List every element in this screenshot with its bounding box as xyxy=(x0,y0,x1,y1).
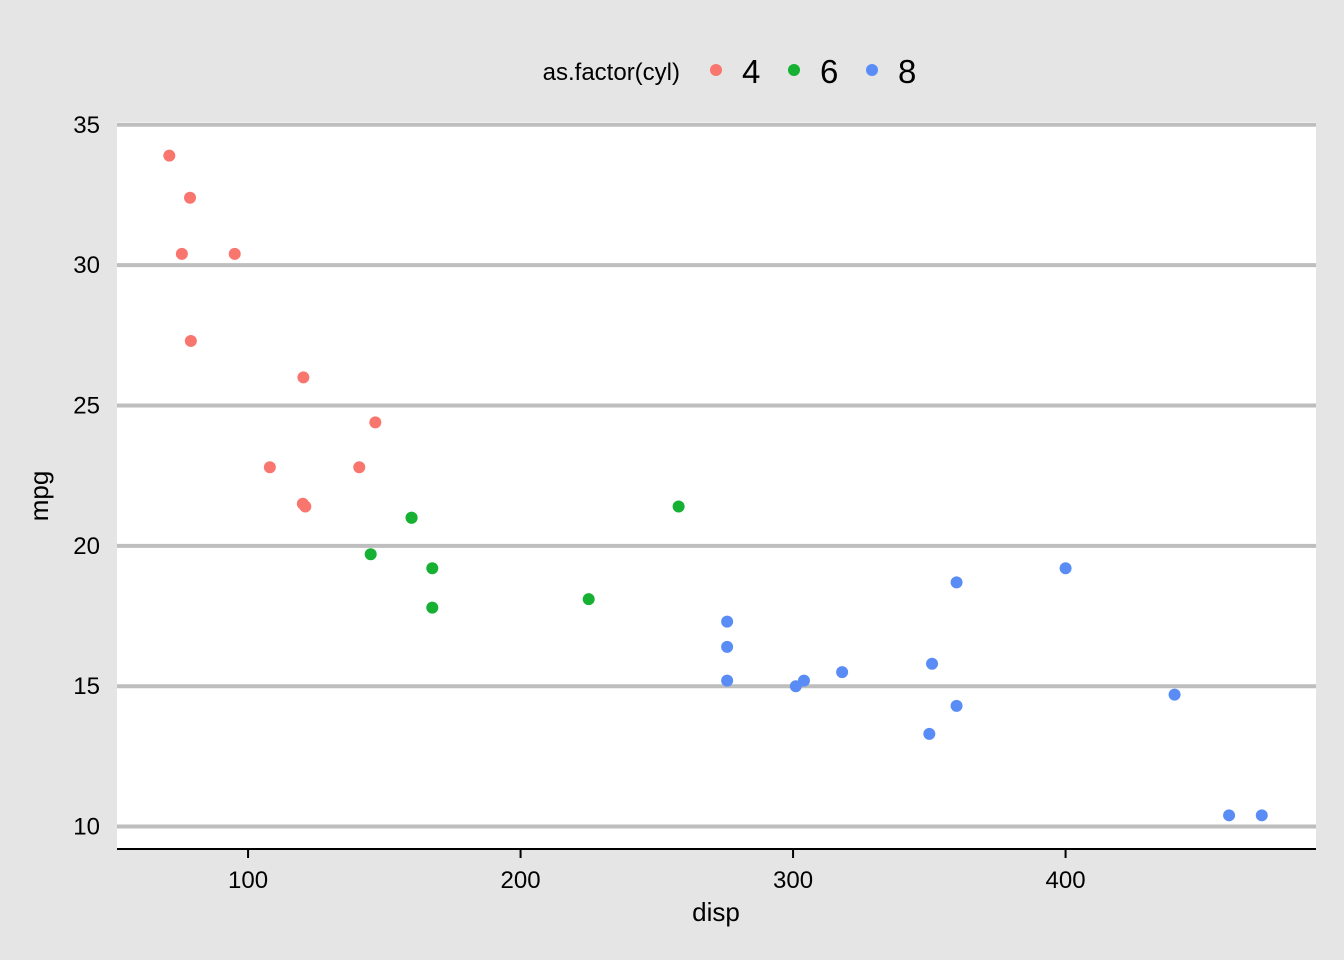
legend-label-6: 6 xyxy=(820,53,838,90)
data-point-cyl-4 xyxy=(353,461,366,474)
x-tick-label: 100 xyxy=(228,867,268,894)
data-point-cyl-4 xyxy=(163,149,176,162)
data-point-cyl-8 xyxy=(1059,562,1072,575)
data-point-cyl-6 xyxy=(426,601,439,614)
data-point-cyl-4 xyxy=(299,500,312,513)
y-axis-title: mpg xyxy=(24,471,54,522)
gridlines xyxy=(117,122,1316,829)
y-tick-label: 30 xyxy=(73,252,100,279)
legend: as.factor(cyl) 4 6 8 xyxy=(543,53,917,90)
data-point-cyl-8 xyxy=(950,576,963,589)
data-point-cyl-6 xyxy=(582,593,595,606)
data-point-cyl-4 xyxy=(184,334,197,347)
y-tick-label: 20 xyxy=(73,533,100,560)
x-tick-label: 300 xyxy=(773,867,813,894)
legend-label-4: 4 xyxy=(742,53,760,90)
data-point-cyl-4 xyxy=(263,461,276,474)
x-axis-title: disp xyxy=(692,897,740,927)
legend-key-6 xyxy=(788,64,800,76)
data-point-cyl-8 xyxy=(721,615,734,628)
data-points xyxy=(163,149,1268,822)
data-point-cyl-8 xyxy=(1223,809,1236,822)
y-tick-label: 25 xyxy=(73,393,100,420)
data-point-cyl-4 xyxy=(184,191,197,204)
data-point-cyl-8 xyxy=(797,674,810,687)
data-point-cyl-6 xyxy=(364,548,377,561)
y-tick-label: 10 xyxy=(73,814,100,841)
legend-title: as.factor(cyl) xyxy=(543,59,680,86)
x-tick-label: 200 xyxy=(501,867,541,894)
x-axis: 100 200 300 400 xyxy=(228,849,1086,894)
data-point-cyl-6 xyxy=(426,562,439,575)
data-point-cyl-8 xyxy=(1168,688,1181,701)
legend-key-4 xyxy=(710,64,722,76)
data-point-cyl-4 xyxy=(228,247,241,260)
data-point-cyl-8 xyxy=(721,674,734,687)
data-point-cyl-8 xyxy=(836,666,849,679)
data-point-cyl-6 xyxy=(405,511,418,524)
y-axis: 10 15 20 25 30 35 xyxy=(73,112,100,841)
data-point-cyl-8 xyxy=(923,727,936,740)
data-point-cyl-4 xyxy=(297,371,310,384)
plot-panel xyxy=(117,122,1316,849)
data-point-cyl-4 xyxy=(369,416,382,429)
data-point-cyl-6 xyxy=(672,500,685,513)
legend-key-8 xyxy=(866,64,878,76)
data-point-cyl-4 xyxy=(175,247,188,260)
data-point-cyl-8 xyxy=(721,640,734,653)
data-point-cyl-8 xyxy=(950,699,963,712)
y-tick-label: 35 xyxy=(73,112,100,139)
y-tick-label: 15 xyxy=(73,673,100,700)
x-tick-label: 400 xyxy=(1046,867,1086,894)
legend-label-8: 8 xyxy=(898,53,916,90)
data-point-cyl-8 xyxy=(926,657,939,670)
data-point-cyl-8 xyxy=(1255,809,1268,822)
